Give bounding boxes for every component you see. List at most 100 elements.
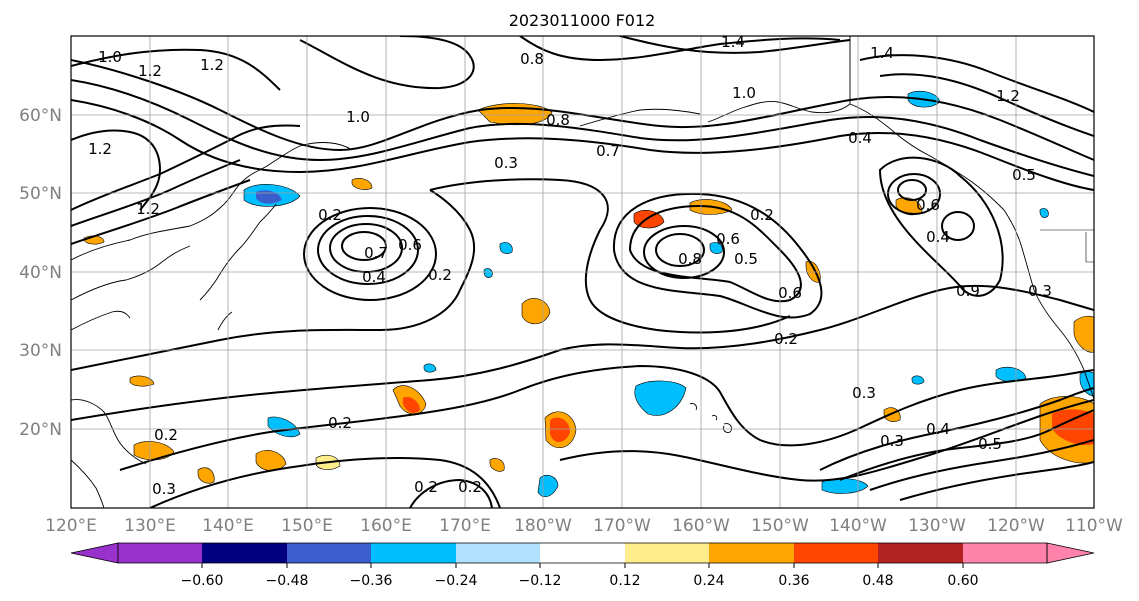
colorbar-tick-label: 0.24 — [693, 573, 724, 589]
contour-line — [71, 284, 1094, 421]
map-frame — [70, 35, 1095, 509]
contour-label: 0.5 — [734, 250, 758, 268]
contour-line — [71, 129, 162, 211]
contour-line — [559, 399, 1094, 482]
lat-label: 60°N — [19, 106, 62, 126]
contour-line — [819, 387, 1094, 471]
anomaly-positive — [255, 450, 287, 471]
contour-line — [71, 124, 301, 211]
contour-label: 1.4 — [721, 33, 745, 51]
contour-line — [619, 36, 851, 54]
contour-label: 0.3 — [494, 154, 518, 172]
coastline-asia — [71, 245, 191, 301]
lon-label: 180°W — [514, 516, 572, 536]
colorbar-bin — [118, 543, 202, 563]
lat-label: 40°N — [19, 263, 62, 283]
contour-line — [303, 207, 437, 301]
contour-label: 0.9 — [956, 282, 980, 300]
contour-line — [119, 364, 1094, 471]
colorbar-tick-label: 0.12 — [609, 573, 640, 589]
contour-label: 1.0 — [732, 84, 756, 102]
map-title: 2023011000 F012 — [509, 11, 656, 30]
contour-label: 0.7 — [364, 244, 388, 262]
colorbar-bin — [794, 543, 878, 563]
contour-label: 1.2 — [200, 56, 224, 74]
colorbar-tick-label: −0.12 — [519, 573, 562, 589]
contour-line — [317, 215, 419, 285]
contour-line — [71, 48, 281, 91]
contour-line — [878, 156, 1004, 297]
contour-line — [897, 179, 927, 201]
coastline-japan — [199, 203, 277, 301]
colorbar-tick-label: −0.60 — [181, 573, 224, 589]
contour-label: 0.2 — [414, 478, 438, 496]
contour-line — [71, 159, 241, 227]
anomaly-negative — [1039, 208, 1049, 218]
contour-label: 1.0 — [346, 108, 370, 126]
contour-line — [899, 461, 1094, 501]
contour-line — [71, 99, 1094, 191]
contour-line — [879, 73, 1094, 137]
colorbar-tick-label: −0.36 — [350, 573, 393, 589]
colorbar-tick-label: −0.48 — [266, 573, 309, 589]
coastline-asia — [71, 310, 131, 331]
anomaly-negative — [634, 380, 687, 416]
contour-line — [859, 54, 1094, 113]
anomaly-positive — [550, 417, 570, 443]
lon-label: 130°W — [908, 516, 966, 536]
lon-axis: 120°E 130°E 140°E 150°E 160°E 170°E 180°… — [45, 516, 1123, 536]
contour-label: 0.7 — [596, 142, 620, 160]
lat-label: 50°N — [19, 184, 62, 204]
contour-label: 0.4 — [926, 420, 950, 438]
colorbar-bin — [709, 543, 794, 563]
colorbar: −0.60 −0.48 −0.36 −0.24 −0.12 0.12 0.24 … — [70, 542, 1095, 589]
gridlines — [71, 36, 1094, 508]
lat-label: 30°N — [19, 341, 62, 361]
lon-label: 140°W — [829, 516, 887, 536]
contour-label: 0.6 — [778, 284, 802, 302]
anomaly-negative — [423, 363, 437, 373]
lon-label: 160°W — [672, 516, 730, 536]
coastline-alaska — [849, 103, 1005, 211]
contour-line — [887, 173, 941, 215]
contour-label: 0.3 — [852, 384, 876, 402]
contour-label: 0.2 — [328, 414, 352, 432]
contour-line — [149, 457, 501, 508]
anomaly-negative — [911, 375, 925, 385]
contour-label: 0.6 — [716, 230, 740, 248]
colorbar-ticks — [201, 563, 964, 568]
colorbar-extend-low — [70, 542, 119, 564]
lon-label: 130°E — [124, 516, 176, 536]
anomaly-negative — [499, 242, 513, 254]
lat-label: 20°N — [19, 420, 62, 440]
anomaly-positive — [1073, 315, 1094, 353]
lon-label: 120°E — [45, 516, 97, 536]
contour-label: 0.2 — [154, 426, 178, 444]
contour-label: 0.8 — [678, 250, 702, 268]
lon-label: 160°E — [360, 516, 412, 536]
colorbar-bin — [456, 543, 540, 563]
anomaly-positive — [133, 441, 175, 461]
contour-label: 0.3 — [1028, 282, 1052, 300]
colorbar-bin — [202, 543, 287, 563]
colorbar-tick-label: 0.48 — [862, 573, 893, 589]
coastline-asia — [71, 399, 147, 465]
lon-label: 150°W — [751, 516, 809, 536]
colorbar-tick-label: −0.24 — [435, 573, 478, 589]
coastline-japan — [217, 311, 233, 331]
anomaly-positive — [489, 458, 505, 472]
contour-line — [71, 59, 1094, 161]
colorbar-tick-label: 0.60 — [947, 573, 978, 589]
contour-line — [628, 204, 802, 303]
contour-label: 0.6 — [916, 196, 940, 214]
anomaly-negative — [709, 242, 723, 254]
contour-label: 0.5 — [1012, 166, 1036, 184]
contour-line — [71, 79, 1094, 177]
contour-label: 0.2 — [318, 206, 342, 224]
anomaly-positive — [197, 467, 215, 484]
lon-label: 170°W — [593, 516, 651, 536]
contour-label: 0.6 — [398, 236, 422, 254]
contour-line — [612, 192, 823, 319]
contour-label: 1.0 — [98, 48, 122, 66]
